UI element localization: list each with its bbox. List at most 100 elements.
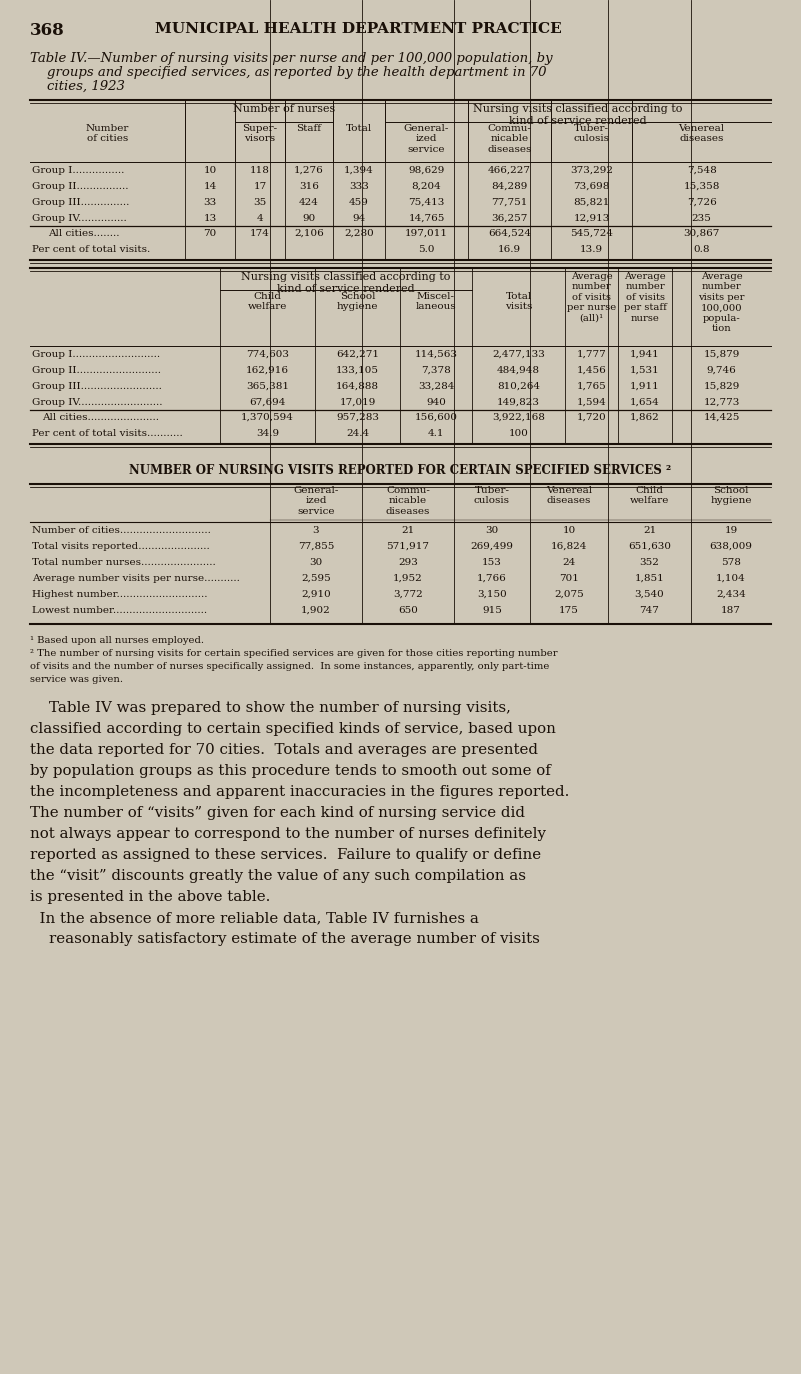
Text: 114,563: 114,563 <box>414 350 457 359</box>
Text: 269,499: 269,499 <box>470 541 513 551</box>
Text: 5.0: 5.0 <box>418 245 435 254</box>
Text: 1,766: 1,766 <box>477 574 507 583</box>
Text: 175: 175 <box>559 606 579 616</box>
Text: 650: 650 <box>398 606 418 616</box>
Text: the incompleteness and apparent inaccuracies in the figures reported.: the incompleteness and apparent inaccura… <box>30 785 570 800</box>
Text: 235: 235 <box>691 214 711 223</box>
Text: 24.4: 24.4 <box>346 429 369 438</box>
Text: Group III...............: Group III............... <box>32 198 130 207</box>
Text: 36,257: 36,257 <box>491 214 528 223</box>
Text: ² The number of nursing visits for certain specified services are given for thos: ² The number of nursing visits for certa… <box>30 649 557 658</box>
Text: 1,941: 1,941 <box>630 350 660 359</box>
Text: 30: 30 <box>309 558 323 567</box>
Text: 4.1: 4.1 <box>428 429 445 438</box>
Text: 9,746: 9,746 <box>706 365 736 375</box>
Text: Average
number
of visits
per nurse
(all)¹: Average number of visits per nurse (all)… <box>567 272 616 323</box>
Text: Average
number
of visits
per staff
nurse: Average number of visits per staff nurse <box>623 272 666 323</box>
Text: 34.9: 34.9 <box>256 429 279 438</box>
Text: 578: 578 <box>721 558 741 567</box>
Text: Group I...........................: Group I........................... <box>32 350 160 359</box>
Text: Per cent of total visits.: Per cent of total visits. <box>32 245 151 254</box>
Text: Total visits reported......................: Total visits reported...................… <box>32 541 210 551</box>
Text: 1,720: 1,720 <box>577 414 606 422</box>
Text: 373,292: 373,292 <box>570 166 613 174</box>
Text: Tuber-
culosis: Tuber- culosis <box>474 486 510 506</box>
Text: 100: 100 <box>509 429 529 438</box>
Text: NUMBER OF NURSING VISITS REPORTED FOR CERTAIN SPECIFIED SERVICES ²: NUMBER OF NURSING VISITS REPORTED FOR CE… <box>130 464 671 477</box>
Text: 638,009: 638,009 <box>710 541 752 551</box>
Text: 571,917: 571,917 <box>387 541 429 551</box>
Text: Group I................: Group I................ <box>32 166 124 174</box>
Text: 16.9: 16.9 <box>498 245 521 254</box>
Text: 73,698: 73,698 <box>574 181 610 191</box>
Text: 149,823: 149,823 <box>497 398 540 407</box>
Text: 75,413: 75,413 <box>409 198 445 207</box>
Text: Group II..........................: Group II.......................... <box>32 365 161 375</box>
Text: 747: 747 <box>639 606 659 616</box>
Text: Number of nurses: Number of nurses <box>233 104 335 114</box>
Text: MUNICIPAL HEALTH DEPARTMENT PRACTICE: MUNICIPAL HEALTH DEPARTMENT PRACTICE <box>155 22 562 36</box>
Text: 30,867: 30,867 <box>683 229 719 238</box>
Text: 85,821: 85,821 <box>574 198 610 207</box>
Text: 13.9: 13.9 <box>580 245 603 254</box>
Text: 77,855: 77,855 <box>298 541 334 551</box>
Text: Table IV was prepared to show the number of nursing visits,: Table IV was prepared to show the number… <box>30 701 511 714</box>
Text: 1,862: 1,862 <box>630 414 660 422</box>
Text: 94: 94 <box>352 214 365 223</box>
Text: 7,378: 7,378 <box>421 365 451 375</box>
Text: 466,227: 466,227 <box>488 166 531 174</box>
Text: 14,425: 14,425 <box>703 414 739 422</box>
Text: Staff: Staff <box>296 124 321 133</box>
Text: 368: 368 <box>30 22 65 38</box>
Text: 424: 424 <box>299 198 319 207</box>
Text: 21: 21 <box>643 526 656 534</box>
Text: 2,910: 2,910 <box>301 589 331 599</box>
Text: 2,106: 2,106 <box>294 229 324 238</box>
Text: 70: 70 <box>203 229 216 238</box>
Text: All cities........: All cities........ <box>48 229 119 238</box>
Text: 84,289: 84,289 <box>491 181 528 191</box>
Text: service was given.: service was given. <box>30 675 123 684</box>
Text: Child
welfare: Child welfare <box>248 293 288 312</box>
Text: by population groups as this procedure tends to smooth out some of: by population groups as this procedure t… <box>30 764 551 778</box>
Text: 17: 17 <box>253 181 267 191</box>
Text: Total number nurses.......................: Total number nurses.....................… <box>32 558 215 567</box>
Text: 316: 316 <box>299 181 319 191</box>
Text: 7,548: 7,548 <box>686 166 716 174</box>
Text: 174: 174 <box>250 229 270 238</box>
Text: 3,540: 3,540 <box>634 589 664 599</box>
Text: School
hygiene: School hygiene <box>710 486 752 506</box>
Text: 2,595: 2,595 <box>301 574 331 583</box>
Text: 10: 10 <box>562 526 576 534</box>
Text: 19: 19 <box>724 526 738 534</box>
Text: Nursing visits classified according to
kind of service rendered: Nursing visits classified according to k… <box>241 272 451 294</box>
Text: 0.8: 0.8 <box>693 245 710 254</box>
Text: 3,150: 3,150 <box>477 589 507 599</box>
Text: Total
visits: Total visits <box>505 293 532 312</box>
Text: Table IV.—Number of nursing visits per nurse and per 100,000 population, by: Table IV.—Number of nursing visits per n… <box>30 52 553 65</box>
Text: 642,271: 642,271 <box>336 350 379 359</box>
Text: 15,358: 15,358 <box>683 181 719 191</box>
Text: 12,773: 12,773 <box>703 398 739 407</box>
Text: groups and specified services, as reported by the health department in 70: groups and specified services, as report… <box>30 66 546 78</box>
Text: 459: 459 <box>349 198 369 207</box>
Text: 957,283: 957,283 <box>336 414 379 422</box>
Text: 915: 915 <box>482 606 502 616</box>
Text: 1,104: 1,104 <box>716 574 746 583</box>
Text: 12,913: 12,913 <box>574 214 610 223</box>
Text: Commu-
nicable
diseases: Commu- nicable diseases <box>487 124 532 154</box>
Text: 35: 35 <box>253 198 267 207</box>
Text: 67,694: 67,694 <box>249 398 286 407</box>
Text: Average number visits per nurse...........: Average number visits per nurse.........… <box>32 574 239 583</box>
Text: 153: 153 <box>482 558 502 567</box>
Text: Group III.........................: Group III......................... <box>32 382 162 392</box>
Text: 2,477,133: 2,477,133 <box>492 350 545 359</box>
Text: 10: 10 <box>203 166 216 174</box>
Text: 1,394: 1,394 <box>344 166 374 174</box>
Text: the data reported for 70 cities.  Totals and averages are presented: the data reported for 70 cities. Totals … <box>30 743 538 757</box>
Text: 187: 187 <box>721 606 741 616</box>
Text: 7,726: 7,726 <box>686 198 716 207</box>
Text: 293: 293 <box>398 558 418 567</box>
Text: 164,888: 164,888 <box>336 382 379 392</box>
Text: 1,531: 1,531 <box>630 365 660 375</box>
